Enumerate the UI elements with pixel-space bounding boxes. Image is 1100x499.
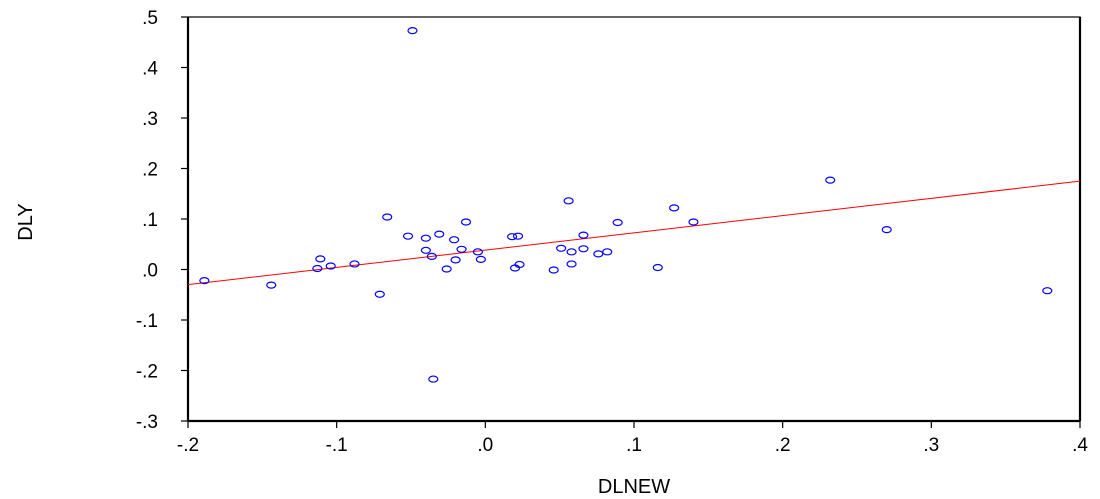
data-point: [512, 232, 524, 240]
data-point: [426, 252, 437, 260]
data-point: [563, 197, 574, 205]
fit-line: [187, 180, 1081, 286]
x-tick-label: -.2: [177, 435, 199, 456]
plot-frame: [187, 16, 1081, 422]
data-point: [456, 245, 467, 253]
x-axis-title: DLNEW: [598, 476, 670, 498]
x-tick-label: -.1: [326, 435, 348, 456]
data-point: [506, 233, 518, 241]
y-axis-title: DLY: [15, 203, 37, 240]
plot-layer: [186, 16, 1082, 423]
y-tick-label: .2: [142, 160, 158, 181]
data-point: [312, 264, 323, 273]
x-tick-label: .1: [626, 435, 642, 456]
data-point: [428, 375, 439, 383]
y-tick-label: .4: [142, 59, 158, 80]
data-point: [566, 260, 577, 268]
data-point: [374, 290, 385, 298]
data-point: [407, 27, 418, 35]
data-point: [266, 281, 277, 289]
data-point: [514, 260, 525, 269]
x-axis: -.2 -.1 .0 .1 .2 .3 .4: [177, 421, 1088, 456]
y-tick-label: .3: [142, 109, 158, 130]
data-point: [460, 218, 472, 226]
x-tick-label: .4: [1072, 435, 1088, 456]
data-point: [669, 204, 680, 212]
data-point: [450, 256, 461, 264]
data-point: [593, 250, 604, 258]
y-axis: -.3 -.2 -.1 .0 .1 .2 .3 .4 .5: [136, 8, 188, 433]
y-tick-label: -.1: [136, 311, 158, 332]
x-tick-label: .3: [923, 435, 939, 456]
y-tick-label: .5: [142, 8, 158, 29]
data-point: [199, 277, 210, 285]
y-tick-label: -.3: [136, 412, 158, 433]
x-tick-label: .0: [477, 435, 493, 456]
y-tick-label: .1: [142, 210, 158, 231]
data-point: [578, 231, 589, 239]
data-point: [825, 176, 836, 184]
data-point: [441, 265, 452, 273]
data-point: [472, 248, 483, 256]
y-tick-label: -.2: [136, 362, 158, 383]
data-point: [652, 263, 663, 272]
data-point: [349, 260, 360, 268]
y-tick-label: .0: [142, 261, 158, 282]
data-point: [578, 245, 589, 253]
data-point: [434, 230, 445, 238]
data-point: [566, 248, 577, 256]
data-point: [688, 218, 699, 226]
data-point: [556, 244, 567, 252]
data-point: [420, 246, 431, 254]
data-point: [602, 248, 613, 256]
data-point: [325, 262, 336, 270]
data-point: [382, 213, 393, 221]
data-point: [881, 226, 892, 234]
data-point: [612, 218, 623, 227]
data-point: [315, 255, 326, 263]
data-point: [402, 232, 414, 240]
data-point: [1042, 287, 1053, 295]
data-point: [449, 236, 460, 244]
data-point: [420, 234, 431, 242]
data-point: [548, 266, 559, 274]
x-tick-label: .2: [775, 435, 791, 456]
data-point: [475, 255, 486, 263]
